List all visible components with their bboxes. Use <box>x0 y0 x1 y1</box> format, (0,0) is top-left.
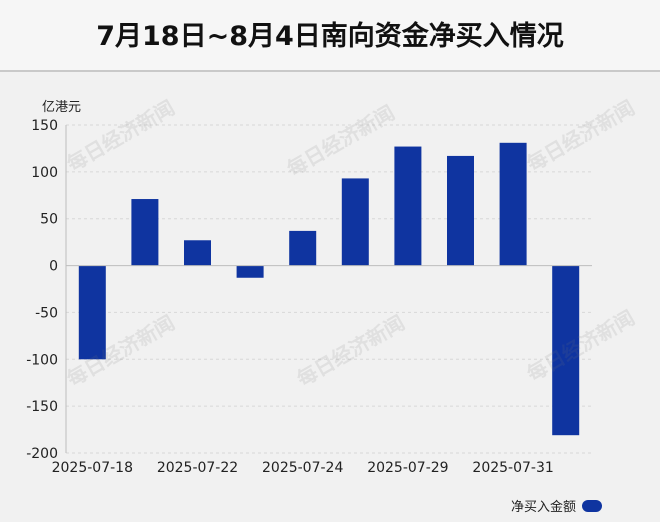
bar <box>236 265 264 278</box>
x-tick-labels: 2025-07-18 2025-07-22 2025-07-24 2025-07-29… <box>52 460 554 476</box>
y-axis-unit-label: 亿港元 <box>42 100 82 115</box>
legend: 净买入金额 <box>511 496 602 515</box>
y-tick-label: 0 <box>49 259 58 275</box>
y-tick-labels: 150 100 50 0 -50 -100 -150 -200 <box>26 118 58 462</box>
bars <box>78 142 580 436</box>
y-tick-label: -100 <box>26 352 58 368</box>
bar <box>131 199 159 266</box>
title-bar <box>0 0 660 72</box>
bar <box>289 230 317 266</box>
bar <box>78 265 106 360</box>
x-tick-label: 2025-07-22 <box>157 460 238 476</box>
x-tick-label: 2025-07-18 <box>52 460 133 476</box>
y-tick-label: 50 <box>40 212 58 228</box>
bar <box>394 146 422 266</box>
x-tick-label: 2025-07-29 <box>367 460 448 476</box>
bar <box>499 142 527 266</box>
bar <box>341 178 369 266</box>
y-tick-label: -50 <box>35 305 58 321</box>
y-tick-label: -150 <box>26 399 58 415</box>
bar <box>552 265 580 436</box>
y-tick-label: 150 <box>31 118 58 134</box>
y-tick-label: -200 <box>26 446 58 462</box>
y-tick-label: 100 <box>31 165 58 181</box>
legend-swatch <box>582 499 602 512</box>
chart-title: 7月18日~8月4日南向资金净买入情况 <box>96 21 564 52</box>
x-tick-label: 2025-07-31 <box>472 460 553 476</box>
bar <box>447 155 474 266</box>
legend-label: 净买入金额 <box>510 500 576 515</box>
bar <box>184 240 211 266</box>
x-tick-label: 2025-07-24 <box>262 460 343 476</box>
